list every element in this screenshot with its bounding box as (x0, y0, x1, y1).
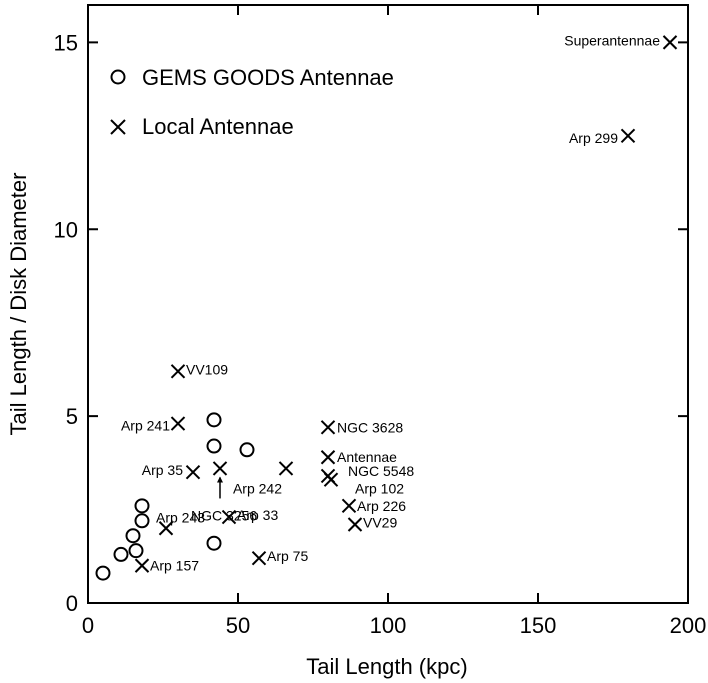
gems-point (206, 412, 222, 428)
x-tick-label: 100 (370, 613, 407, 638)
y-tick-label: 15 (54, 30, 78, 55)
x-tick-label: 50 (226, 613, 250, 638)
legend-label-local: Local Antennae (142, 114, 294, 139)
x-tick-label: 0 (82, 613, 94, 638)
y-axis-title: Tail Length / Disk Diameter (6, 173, 31, 436)
y-tick-label: 10 (54, 217, 78, 242)
x-axis-title: Tail Length (kpc) (306, 654, 467, 679)
local-point (341, 498, 357, 514)
y-tick-label: 5 (66, 404, 78, 429)
gems-point (134, 513, 150, 529)
point-label: Superantennae (564, 32, 660, 48)
point-label: Antennae (337, 449, 397, 465)
point-label: NGC 3628 (337, 419, 403, 435)
point-label: Arp 241 (121, 418, 170, 434)
point-label: Arp 35 (142, 462, 183, 478)
local-point (134, 558, 150, 573)
local-point (320, 450, 336, 465)
local-point (662, 35, 678, 50)
gems-point (239, 442, 255, 458)
local-point (185, 464, 201, 480)
local-point (158, 521, 174, 536)
x-tick-label: 200 (670, 613, 707, 638)
point-label: Arp 157 (150, 558, 199, 574)
callout-arrowhead (217, 476, 223, 483)
point-label: NGC 3256 (191, 507, 257, 523)
point-label: VV29 (363, 515, 397, 531)
gems-point (125, 528, 141, 544)
point-label: Arp 75 (267, 548, 308, 564)
point-label: Arp 299 (569, 130, 618, 146)
axis-ticks (87, 5, 689, 604)
local-point (347, 517, 363, 532)
local-point (278, 461, 294, 476)
point-label: Arp 242 (233, 480, 282, 496)
x-tick-label: 150 (520, 613, 557, 638)
gems-point (113, 546, 129, 562)
local-point (170, 416, 186, 431)
gems-point (134, 498, 150, 514)
legend-label-gems: GEMS GOODS Antennae (142, 65, 394, 90)
local-point (323, 472, 339, 487)
point-label: Arp 243 (156, 509, 205, 525)
point-label: Arp 33 (237, 507, 278, 523)
local-point (251, 550, 267, 566)
local-point (620, 128, 636, 144)
legend: GEMS GOODS Antennae Local Antennae (110, 65, 394, 139)
local-point (320, 420, 336, 435)
ngc3256-callout (217, 476, 223, 499)
data-point-labels: Superantennae Arp 299 VV109 Arp 241 NGC 3628… (121, 32, 660, 573)
gems-point (206, 438, 222, 454)
gems-point (206, 535, 222, 551)
gems-point (95, 565, 111, 581)
local-point (170, 364, 186, 379)
local-point (212, 461, 228, 476)
legend-x-marker (110, 119, 126, 135)
gems-point (128, 543, 144, 559)
local-point (221, 509, 237, 525)
axis-tick-labels: 0 50 100 150 200 0 5 10 15 (54, 30, 707, 638)
point-label: VV109 (186, 361, 228, 377)
y-tick-label: 0 (66, 591, 78, 616)
point-label: NGC 5548 (348, 463, 414, 479)
data-points (95, 35, 678, 581)
point-label: Arp 226 (357, 498, 406, 514)
legend-circle-marker (110, 69, 126, 85)
point-label: Arp 102 (355, 481, 404, 497)
